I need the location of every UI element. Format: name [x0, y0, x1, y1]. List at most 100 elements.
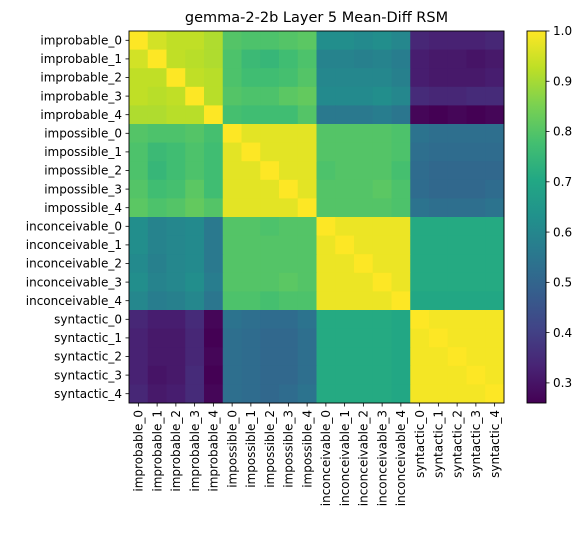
- heatmap-cell: [485, 254, 505, 274]
- heatmap-cell: [260, 254, 280, 274]
- colorbar: [527, 31, 546, 403]
- heatmap-cell: [354, 254, 374, 274]
- heatmap-cell: [129, 142, 149, 162]
- heatmap-cell: [185, 68, 205, 88]
- heatmap-cell: [204, 124, 224, 143]
- colorbar-tick-label: 0.3: [553, 376, 572, 390]
- heatmap-cell: [485, 272, 505, 292]
- heatmap-cell: [297, 310, 317, 329]
- heatmap-cell: [279, 365, 299, 385]
- heatmap-cell: [166, 365, 186, 385]
- heatmap-cell: [372, 142, 392, 162]
- colorbar-tick-label: 1.0: [553, 24, 572, 38]
- heatmap-cell: [316, 179, 336, 199]
- heatmap-cell: [185, 124, 205, 143]
- heatmap-cell: [279, 86, 299, 106]
- y-tick-label: improbable_2: [40, 71, 122, 85]
- heatmap-cell: [429, 347, 449, 367]
- heatmap-cell: [485, 179, 505, 199]
- heatmap-cell: [485, 384, 505, 404]
- heatmap-cell: [316, 272, 336, 292]
- heatmap-cell: [447, 198, 467, 218]
- heatmap-cell: [316, 347, 336, 367]
- heatmap-cell: [279, 179, 299, 199]
- heatmap-cell: [372, 217, 392, 236]
- heatmap-cell: [335, 365, 355, 385]
- heatmap-cell: [391, 142, 411, 162]
- heatmap-cell: [410, 347, 430, 367]
- heatmap-cell: [279, 68, 299, 88]
- heatmap-cell: [129, 254, 149, 274]
- heatmap-cell: [429, 310, 449, 329]
- heatmap-cell: [335, 272, 355, 292]
- heatmap-cell: [166, 310, 186, 329]
- heatmap-cell: [147, 291, 167, 311]
- heatmap-cell: [316, 105, 336, 125]
- heatmap-cell: [185, 49, 205, 69]
- heatmap-cell: [260, 49, 280, 69]
- heatmap-cell: [147, 347, 167, 367]
- heatmap-cell: [466, 217, 486, 236]
- heatmap-cell: [429, 161, 449, 181]
- heatmap-cell: [241, 272, 261, 292]
- y-tick-label: improbable_0: [40, 34, 122, 48]
- heatmap-cell: [466, 179, 486, 199]
- heatmap-cell: [222, 31, 242, 50]
- heatmap-cell: [166, 124, 186, 143]
- heatmap-cell: [166, 105, 186, 125]
- heatmap-cell: [241, 198, 261, 218]
- heatmap-cell: [147, 328, 167, 348]
- heatmap-cell: [279, 105, 299, 125]
- heatmap-cell: [372, 272, 392, 292]
- heatmap-cell: [297, 198, 317, 218]
- heatmap-cell: [410, 310, 430, 329]
- y-tick-label: syntactic_2: [54, 350, 122, 364]
- heatmap-cell: [260, 235, 280, 255]
- heatmap-cell: [204, 347, 224, 367]
- heatmap-cell: [129, 68, 149, 88]
- heatmap-cell: [429, 179, 449, 199]
- heatmap-cell: [147, 86, 167, 106]
- heatmap-cell: [297, 347, 317, 367]
- heatmap-cell: [279, 161, 299, 181]
- heatmap-cell: [316, 310, 336, 329]
- heatmap-cell: [410, 254, 430, 274]
- heatmap-cell: [129, 384, 149, 404]
- heatmap-cell: [204, 49, 224, 69]
- x-tick-label: improbable_0: [132, 410, 146, 492]
- heatmap-cell: [260, 105, 280, 125]
- heatmap-cell: [372, 291, 392, 311]
- heatmap-cell: [279, 49, 299, 69]
- heatmap-cell: [147, 124, 167, 143]
- heatmap-cell: [241, 235, 261, 255]
- heatmap-cell: [410, 198, 430, 218]
- heatmap-cell: [354, 291, 374, 311]
- heatmap-cell: [260, 310, 280, 329]
- y-tick-label: inconceivable_4: [26, 294, 122, 308]
- heatmap-cell: [335, 384, 355, 404]
- heatmap-cell: [129, 198, 149, 218]
- heatmap-cell: [354, 198, 374, 218]
- heatmap-cell: [185, 365, 205, 385]
- heatmap-cell: [391, 384, 411, 404]
- x-tick-label: inconceivable_2: [357, 410, 371, 506]
- x-tick-label: syntactic_2: [450, 410, 464, 478]
- heatmap-cell: [391, 365, 411, 385]
- heatmap-cell: [485, 365, 505, 385]
- heatmap-cell: [297, 179, 317, 199]
- heatmap-cell: [410, 161, 430, 181]
- heatmap-cell: [410, 235, 430, 255]
- y-tick-label: impossible_1: [44, 145, 122, 159]
- heatmap-cell: [429, 365, 449, 385]
- heatmap-cell: [297, 328, 317, 348]
- heatmap-cell: [260, 142, 280, 162]
- heatmap-cell: [222, 49, 242, 69]
- heatmap-cell: [222, 254, 242, 274]
- heatmap-cell: [241, 124, 261, 143]
- heatmap-cell: [429, 31, 449, 50]
- heatmap-cell: [279, 384, 299, 404]
- heatmap-cell: [485, 217, 505, 236]
- heatmap-cell: [185, 384, 205, 404]
- y-axis-ticks: improbable_0 improbable_1 improbable_2impr…: [26, 34, 129, 401]
- heatmap-cell: [260, 31, 280, 50]
